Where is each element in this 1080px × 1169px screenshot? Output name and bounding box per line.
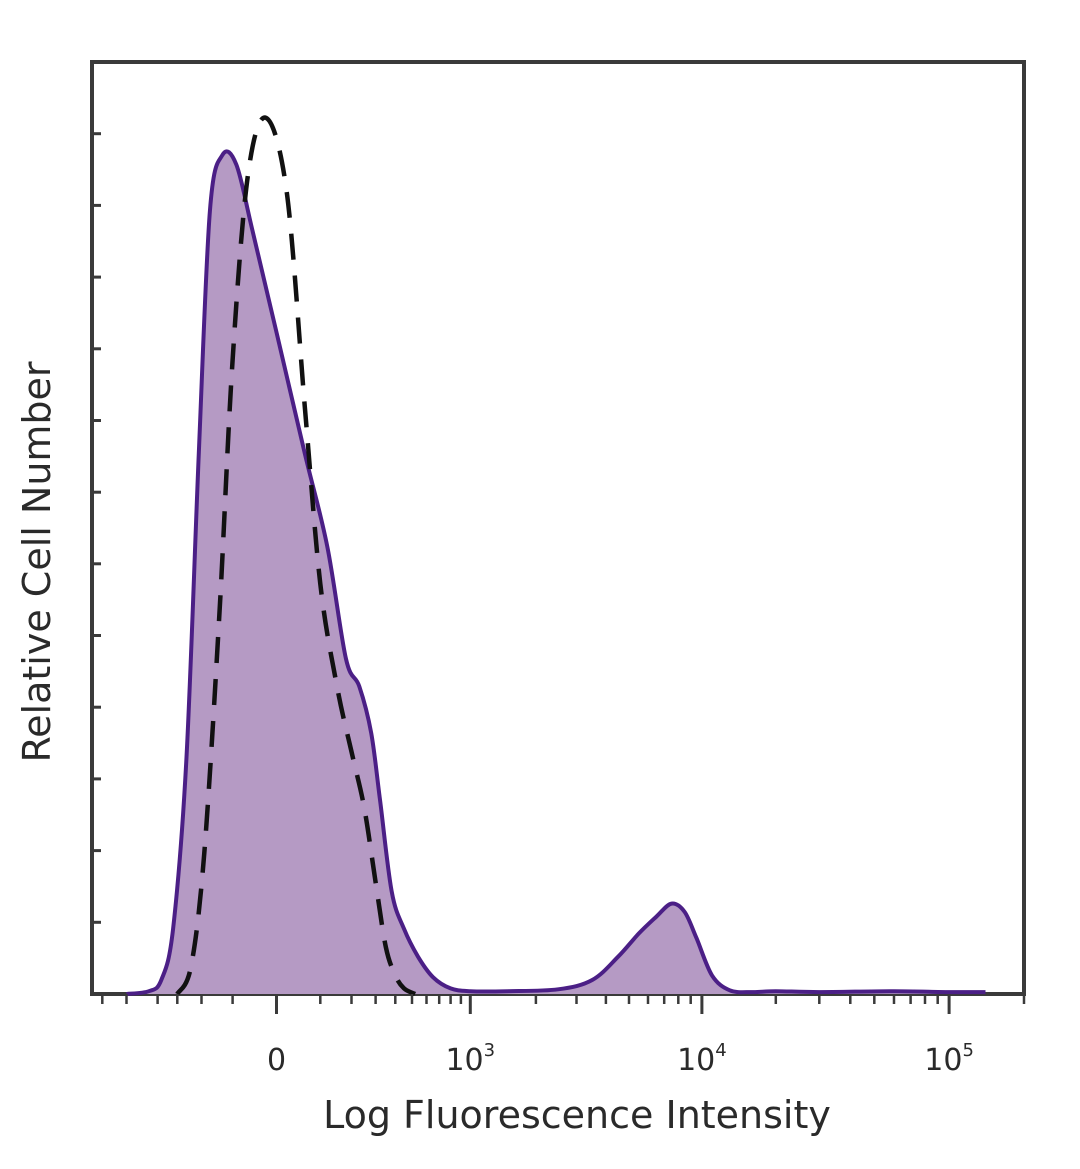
series-1-fill xyxy=(126,151,986,994)
series-1-outline xyxy=(126,149,986,996)
tick-label-base: 10 xyxy=(924,1043,962,1078)
y-axis-ticks xyxy=(92,132,101,924)
series-layer xyxy=(126,115,986,997)
x-tick-label: 0 xyxy=(267,1043,286,1078)
x-axis-tick-labels: 0 103 104 105 xyxy=(267,1040,974,1078)
y-axis-title: Relative Cell Number xyxy=(15,361,59,762)
x-tick-label: 103 xyxy=(445,1040,495,1078)
x-axis-title: Log Fluorescence Intensity xyxy=(323,1093,831,1137)
tick-label-exponent: 3 xyxy=(484,1040,495,1061)
x-tick-label: 104 xyxy=(677,1040,727,1078)
tick-label-base: 10 xyxy=(677,1043,715,1078)
tick-label-exponent: 4 xyxy=(715,1040,726,1061)
tick-label-base: 10 xyxy=(445,1043,483,1078)
x-tick-label: 105 xyxy=(924,1040,974,1078)
series-2-line xyxy=(175,115,417,997)
tick-label-exponent: 5 xyxy=(962,1040,973,1061)
x-axis-ticks xyxy=(101,994,1026,1014)
tick-label-base: 0 xyxy=(267,1043,286,1078)
